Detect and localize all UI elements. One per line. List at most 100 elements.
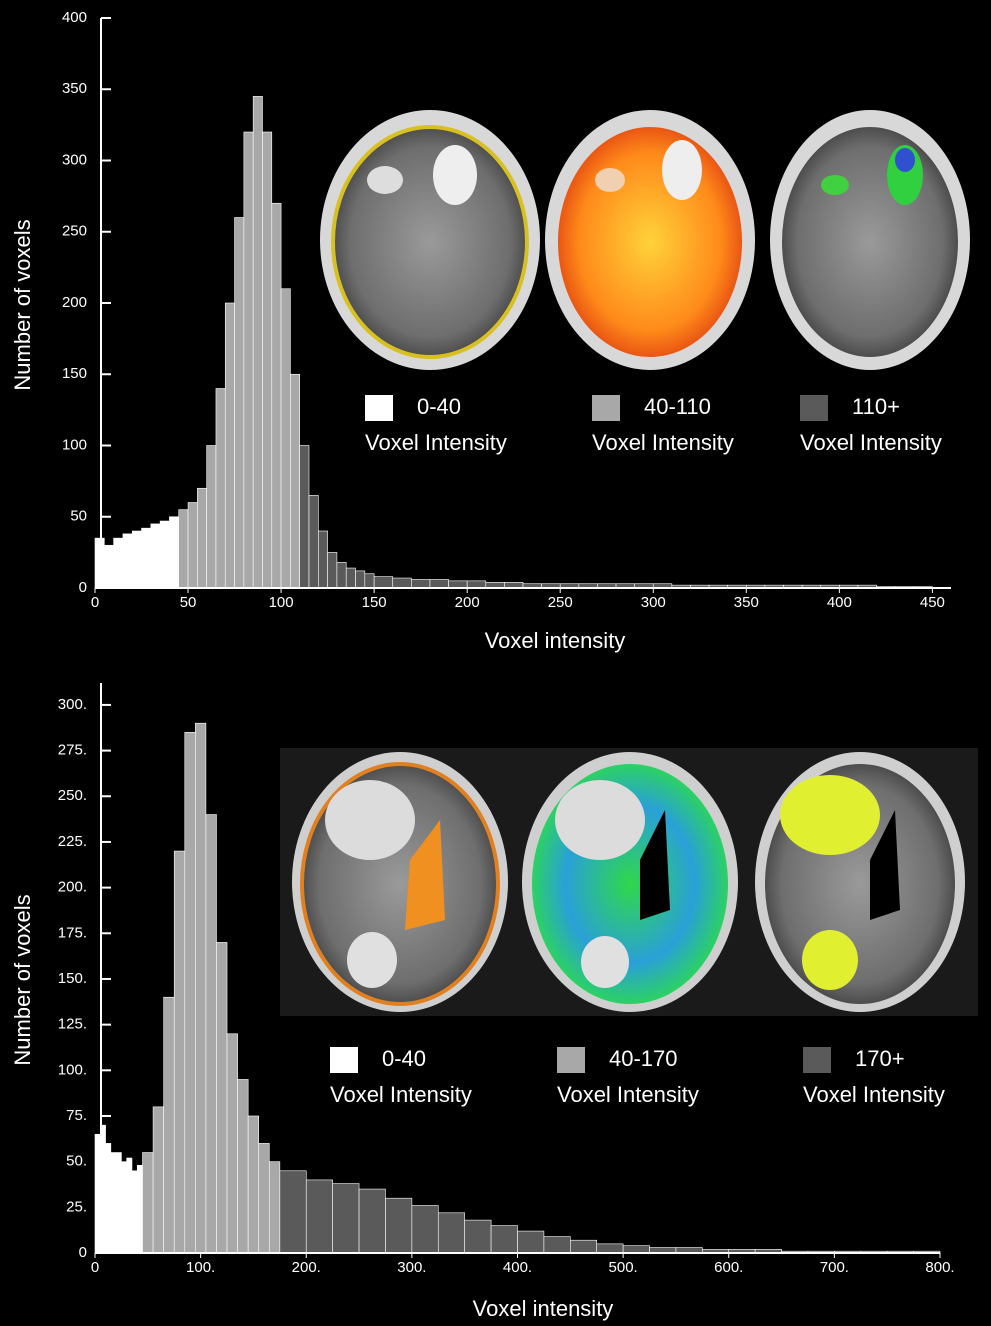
histogram-bar [207,446,216,589]
x-tick-label: 800. [925,1259,954,1276]
x-axis-title: Voxel intensity [473,1296,614,1321]
x-tick-label: 300. [397,1259,426,1276]
histogram-bar [272,203,281,588]
histogram-bar [438,1213,464,1253]
histogram-bar [623,1246,649,1253]
histogram-bar [151,524,160,588]
y-tick-label: 200. [58,879,87,896]
histogram-bar [227,1034,238,1253]
histogram-bar [206,815,217,1253]
legend-label: 0-40 [382,1046,426,1071]
histogram-bar [269,1162,280,1253]
histogram-bar [333,1184,359,1253]
y-tick-label: 50 [70,508,87,525]
histogram-bar [106,1143,111,1253]
legend-caption: Voxel Intensity [365,430,507,455]
histogram-bar [385,1198,411,1253]
histogram-bar [328,552,337,588]
x-tick-label: 200. [292,1259,321,1276]
legend-swatch [330,1047,358,1073]
y-axis-title: Number of voxels [10,219,35,390]
legend-caption: Voxel Intensity [592,430,734,455]
histogram-bar [309,495,318,588]
histogram-bar [132,1171,137,1253]
y-tick-label: 350 [62,80,87,97]
y-tick-label: 150. [58,970,87,987]
x-tick-label: 600. [714,1259,743,1276]
histogram-bar [449,581,468,588]
histogram-bar [114,538,123,588]
histogram-bar [290,374,299,588]
legend-label: 170+ [855,1046,905,1071]
histogram-bar [356,571,365,588]
histogram-bar [465,1220,491,1253]
y-tick-label: 300. [58,696,87,713]
histogram-bar [253,96,262,588]
histogram-bar [111,1153,116,1253]
histogram-bar [216,389,225,589]
histogram-bar [597,1244,623,1253]
histogram-bar [412,1206,438,1254]
histogram-bar [337,562,346,588]
histogram-bar [491,1226,517,1253]
y-axis-title: Number of voxels [10,894,35,1065]
histogram-bar [259,1143,270,1253]
x-tick-label: 700. [820,1259,849,1276]
x-tick-label: 100 [269,594,294,611]
x-tick-label: 350 [734,594,759,611]
x-tick-label: 450 [920,594,945,611]
figure: 0-40Voxel Intensity40-110Voxel Intensity… [0,0,991,1321]
histogram-bar [127,1158,132,1253]
histogram-bar [116,1153,121,1253]
histogram-bar [137,1165,142,1253]
y-tick-label: 250. [58,787,87,804]
legend-swatch [803,1047,831,1073]
histogram-bar [179,510,188,588]
histogram-bar [195,723,206,1253]
y-tick-label: 0 [79,579,87,596]
x-tick-label: 250 [548,594,573,611]
histogram-bar [164,997,175,1253]
y-tick-label: 150 [62,365,87,382]
y-tick-label: 50. [66,1153,87,1170]
y-tick-label: 75. [66,1107,87,1124]
histogram-bar [430,579,449,588]
histogram-bar [518,1231,544,1253]
histogram-bar [359,1189,385,1253]
histogram-bar [169,517,178,588]
y-tick-label: 300 [62,151,87,168]
legend-label: 0-40 [417,394,461,419]
x-tick-label: 400. [503,1259,532,1276]
y-tick-label: 225. [58,833,87,850]
y-tick-label: 175. [58,924,87,941]
histogram-bar [300,446,309,589]
legend-label: 40-170 [609,1046,678,1071]
histogram-bar [306,1180,332,1253]
legend-swatch [557,1047,585,1073]
histogram-bar [365,574,374,588]
histogram-bar [197,488,206,588]
y-tick-label: 200 [62,294,87,311]
histogram-bar [374,577,393,588]
legend-swatch [592,395,620,421]
histogram-bar [153,1107,164,1253]
histogram-bar [143,1153,154,1253]
histogram-bar [188,503,197,589]
y-tick-label: 25. [66,1198,87,1215]
histogram-bar [216,942,227,1253]
histogram-bar [132,531,141,588]
histogram-bar [411,579,430,588]
x-tick-label: 50 [180,594,197,611]
histogram-bar [467,581,486,588]
y-tick-label: 100 [62,436,87,453]
histogram-bar [104,545,113,588]
histogram-bar [248,1116,259,1253]
histogram-bar [160,521,169,588]
x-tick-label: 300 [641,594,666,611]
histogram-bar [185,732,196,1253]
histogram-bar [244,132,253,588]
histogram-bar [262,132,271,588]
legend-swatch [365,395,393,421]
histogram-bar [142,528,151,588]
x-tick-label: 400 [827,594,852,611]
